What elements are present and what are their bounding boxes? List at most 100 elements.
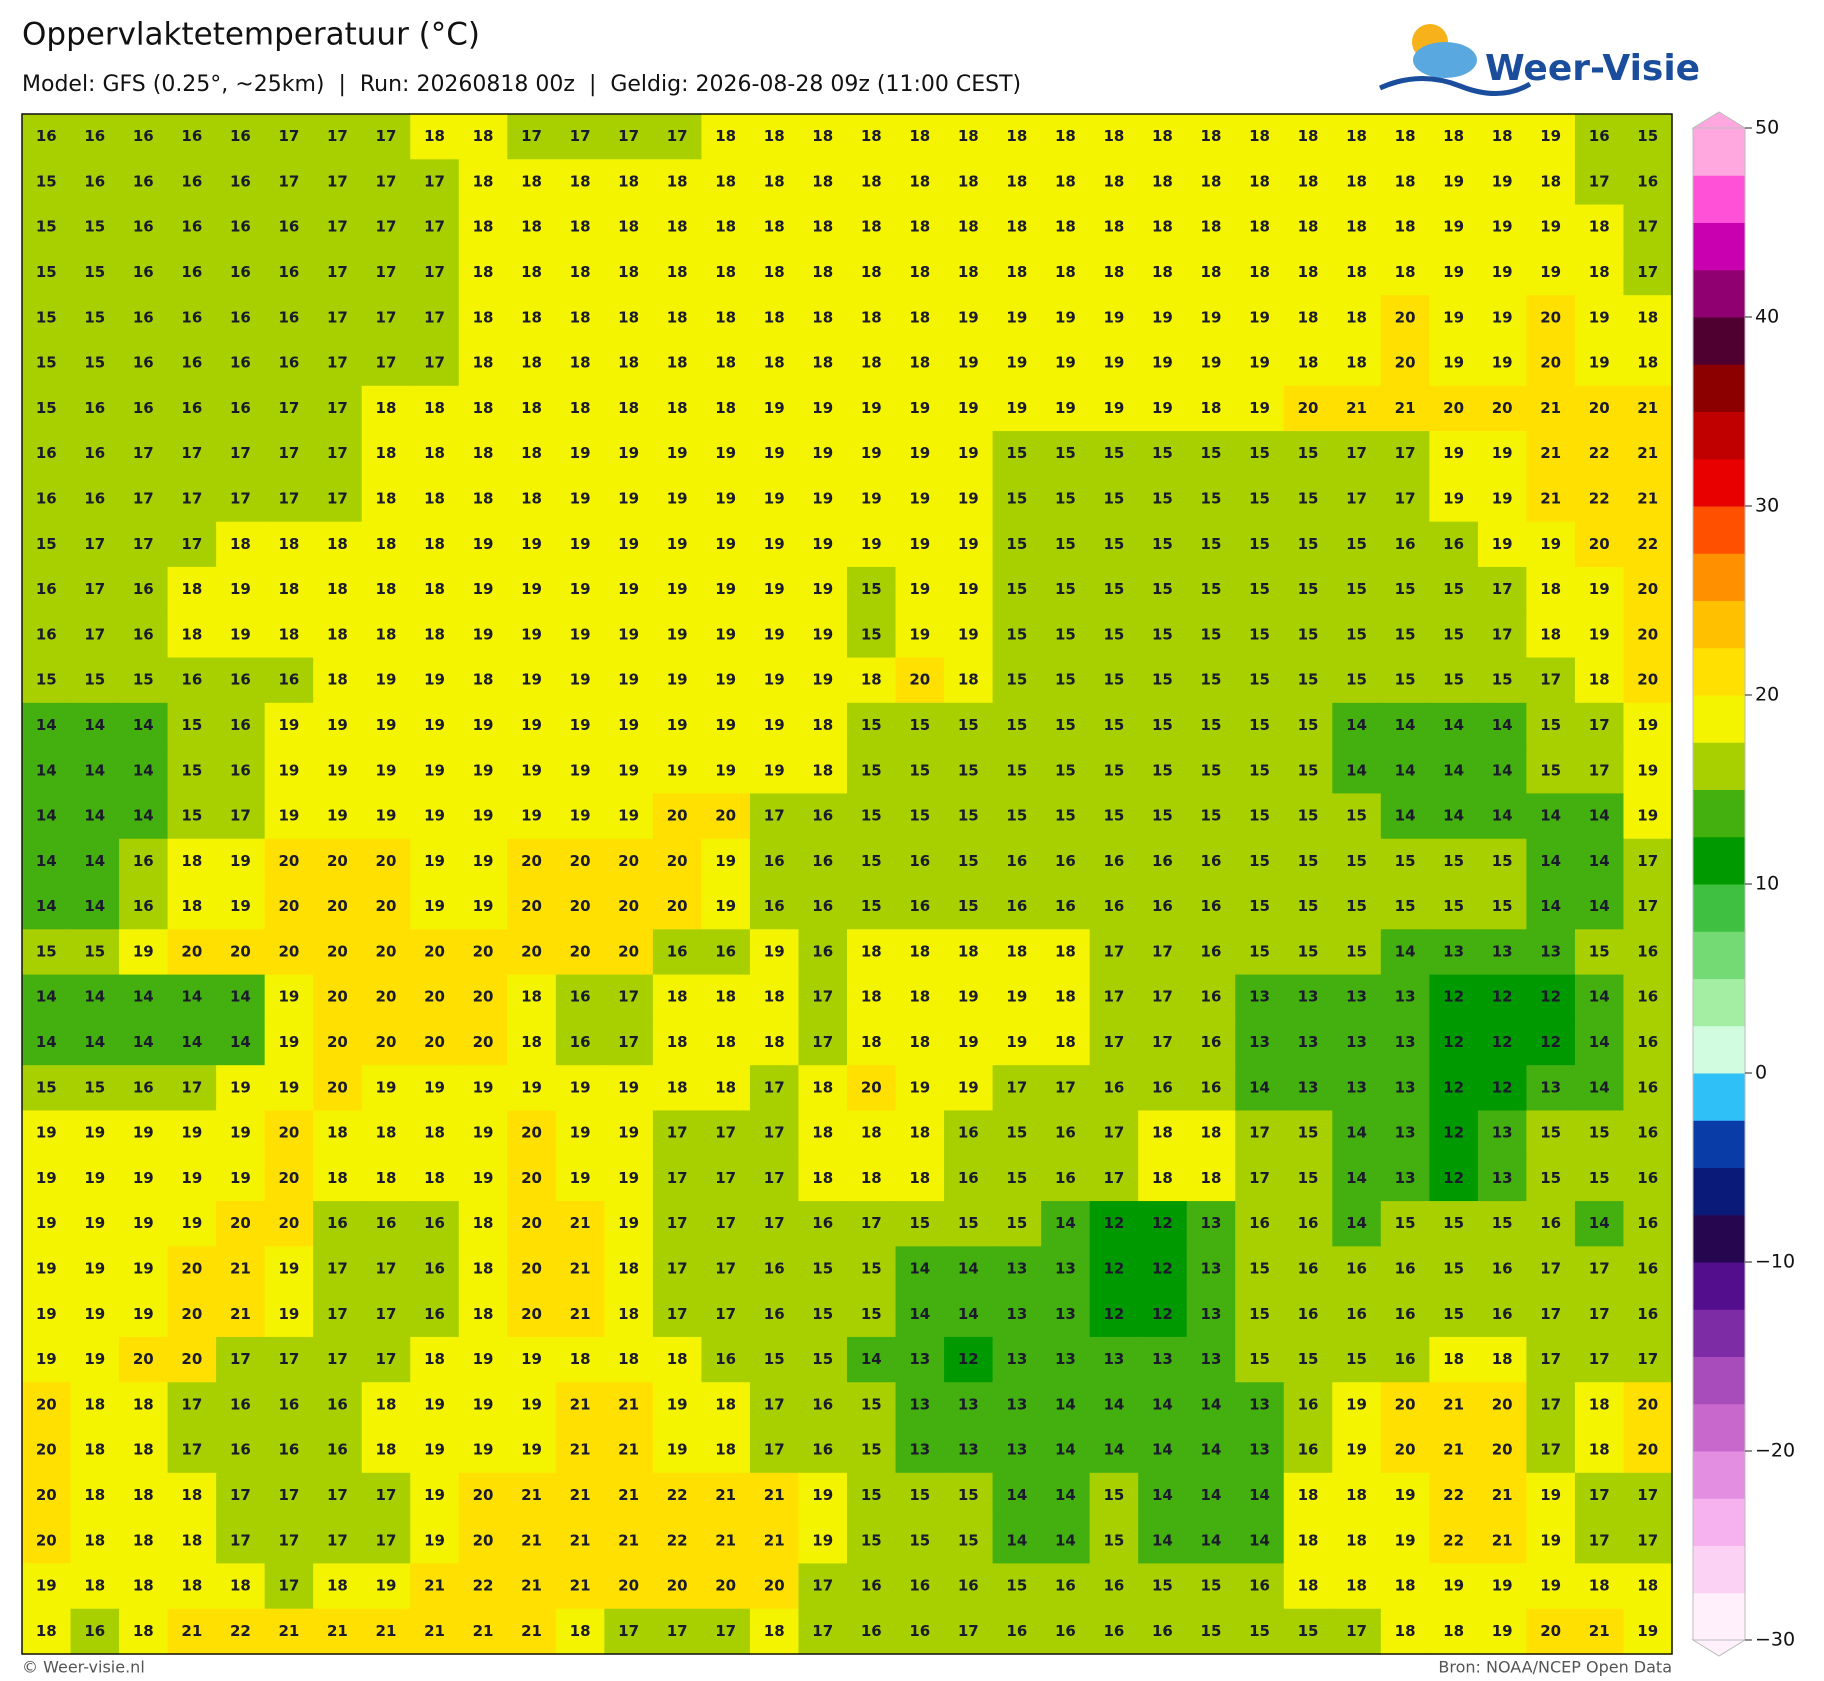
temp-label: 14 [36, 988, 57, 1006]
temp-label: 19 [1443, 444, 1464, 462]
temp-cell [1477, 929, 1528, 976]
temp-cell [507, 204, 557, 251]
temp-cell [701, 566, 751, 613]
temp-cell [604, 1336, 654, 1383]
temp-label: 21 [1637, 490, 1658, 508]
temp-cell [70, 114, 120, 160]
temp-label: 16 [133, 354, 154, 372]
temp-label: 19 [36, 1214, 57, 1232]
temp-label: 14 [861, 1350, 882, 1368]
temp-label: 13 [1298, 1033, 1319, 1051]
temp-label: 14 [84, 761, 105, 779]
temp-cell [992, 838, 1042, 885]
temp-label: 15 [861, 761, 882, 779]
temp-label: 19 [667, 490, 688, 508]
temp-cell [1380, 612, 1430, 659]
temp-cell [1138, 476, 1188, 523]
temp-cell [992, 1427, 1042, 1474]
temp-label: 16 [1055, 1577, 1076, 1595]
temp-label: 17 [84, 535, 105, 553]
temp-label: 19 [521, 1078, 542, 1096]
temp-label: 19 [1103, 399, 1124, 417]
temp-label: 15 [1055, 625, 1076, 643]
temp-label: 18 [861, 218, 882, 236]
temp-cell [944, 612, 994, 659]
temp-cell [1283, 385, 1333, 432]
temp-label: 19 [1006, 354, 1027, 372]
temp-label: 21 [327, 1622, 348, 1640]
temp-label: 18 [1589, 671, 1610, 689]
temp-cell [1429, 431, 1479, 477]
temp-label: 19 [473, 1169, 494, 1187]
temp-cell [1429, 1427, 1479, 1474]
temp-label: 18 [570, 1622, 591, 1640]
temp-label: 18 [1201, 1124, 1222, 1142]
temp-label: 14 [84, 1033, 105, 1051]
temp-cell [1332, 1608, 1382, 1655]
temp-cell [847, 657, 897, 704]
temp-label: 19 [1540, 263, 1561, 281]
temp-cell [1477, 204, 1528, 251]
temp-cell [895, 793, 945, 840]
temp-cell [410, 114, 460, 160]
colorbar-step [1693, 1356, 1745, 1405]
temp-cell [22, 1291, 72, 1338]
temp-label: 16 [133, 1078, 154, 1096]
temp-label: 17 [764, 1395, 785, 1413]
temp-cell [1380, 1201, 1430, 1247]
temp-cell [992, 1155, 1042, 1202]
temp-label: 18 [473, 444, 494, 462]
temp-cell [701, 1472, 751, 1519]
temp-cell [1332, 884, 1382, 930]
temp-label: 18 [1201, 263, 1222, 281]
temp-cell [119, 295, 169, 342]
temp-cell [604, 974, 654, 1021]
temp-label: 19 [327, 807, 348, 825]
temp-cell [1429, 295, 1479, 342]
temp-label: 15 [1443, 852, 1464, 870]
temp-label: 19 [958, 399, 979, 417]
temp-cell [1283, 702, 1333, 749]
temp-cell [798, 1518, 848, 1565]
temp-cell [1186, 884, 1236, 930]
temp-label: 16 [278, 263, 299, 281]
temp-cell [749, 159, 800, 206]
temp-cell [1089, 884, 1139, 930]
temp-cell [313, 929, 363, 976]
temp-label: 19 [764, 671, 785, 689]
temp-cell [701, 748, 751, 795]
temp-cell [992, 702, 1042, 749]
temp-label: 18 [181, 625, 202, 643]
temp-cell [652, 1472, 703, 1519]
temp-cell [22, 249, 72, 296]
temp-label: 16 [1637, 1124, 1658, 1142]
temp-label: 15 [1103, 490, 1124, 508]
temp-cell [313, 566, 363, 613]
temp-label: 14 [1201, 1441, 1222, 1459]
temp-label: 16 [230, 716, 251, 734]
temp-label: 19 [424, 852, 445, 870]
field: 16 16 16 16 16 17 17 17 18 18 17 17 17 17 18 18 18 18 18 18… [22, 114, 1673, 1655]
temp-cell [749, 657, 800, 704]
temp-cell [1283, 295, 1333, 342]
temp-cell [313, 657, 363, 704]
temp-label: 20 [473, 1033, 494, 1051]
temp-cell [992, 521, 1042, 568]
temp-label: 15 [1249, 852, 1270, 870]
temp-label: 14 [84, 897, 105, 915]
temp-cell [1623, 1382, 1673, 1429]
temp-cell [1235, 249, 1285, 296]
temp-label: 14 [133, 807, 154, 825]
temp-cell [1186, 1427, 1236, 1474]
temp-label: 19 [521, 625, 542, 643]
temp-label: 18 [618, 308, 639, 326]
temp-cell [944, 566, 994, 613]
colorbar-step [1693, 600, 1745, 649]
temp-cell [1186, 1336, 1236, 1383]
temp-label: 18 [764, 308, 785, 326]
temp-cell [1138, 204, 1188, 251]
temp-cell [119, 929, 169, 976]
temp-label: 19 [812, 399, 833, 417]
temp-label: 18 [181, 1577, 202, 1595]
temp-label: 12 [1540, 988, 1561, 1006]
